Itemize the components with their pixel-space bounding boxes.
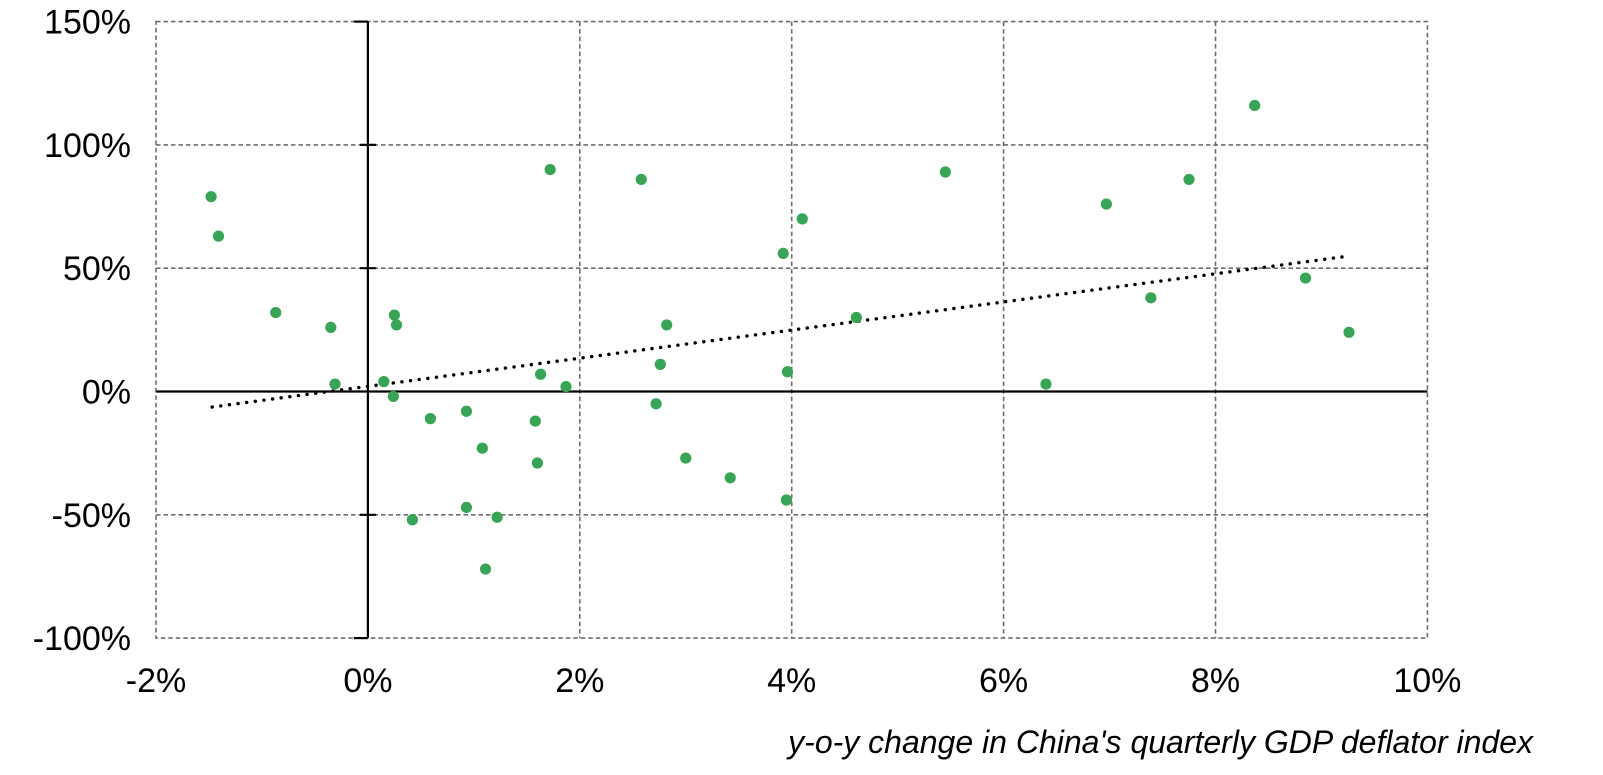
- data-point: [479, 563, 492, 575]
- data-point: [661, 319, 673, 331]
- data-point: [531, 457, 544, 469]
- data-point: [491, 511, 503, 523]
- data-point: [724, 472, 736, 484]
- data-point: [1299, 272, 1312, 284]
- data-point: [390, 319, 403, 331]
- data-point: [476, 442, 488, 454]
- data-point: [1249, 99, 1261, 112]
- data-point: [654, 358, 666, 370]
- data-point: [680, 452, 692, 464]
- x-tick-label: 10%: [1393, 662, 1461, 700]
- data-point: [544, 163, 556, 176]
- y-tick-label: 50%: [63, 250, 131, 288]
- y-tick-label: -100%: [33, 620, 131, 658]
- data-point: [796, 213, 808, 225]
- y-tick-label: -50%: [52, 497, 131, 535]
- data-point: [777, 247, 789, 260]
- x-tick-label: 6%: [979, 662, 1028, 700]
- y-tick-label: 100%: [44, 127, 131, 165]
- x-tick-label: -2%: [126, 662, 186, 700]
- data-point: [1343, 326, 1355, 338]
- data-point: [205, 191, 217, 203]
- data-point: [850, 311, 862, 324]
- data-point: [1145, 292, 1157, 304]
- data-point: [781, 366, 794, 378]
- plot-border: [155, 20, 1429, 639]
- x-tick-label: 0%: [343, 662, 392, 700]
- data-point: [1183, 173, 1195, 186]
- data-point: [325, 321, 337, 333]
- data-point: [534, 368, 547, 380]
- data-point: [529, 415, 541, 427]
- x-tick-label: 4%: [767, 662, 816, 700]
- data-point: [650, 398, 662, 410]
- data-point: [270, 306, 282, 319]
- data-point: [1040, 378, 1052, 390]
- data-point: [329, 378, 341, 390]
- data-point: [406, 514, 418, 526]
- data-point: [1100, 198, 1112, 210]
- data-point: [560, 380, 572, 393]
- x-tick-label: 2%: [555, 662, 604, 700]
- x-axis-title: y-o-y change in China's quarterly GDP de…: [788, 724, 1533, 760]
- y-tick-label: 150%: [44, 4, 131, 42]
- data-point: [460, 405, 473, 417]
- trend-line: [210, 254, 1347, 409]
- data-point: [635, 173, 647, 186]
- x-tick-label: 8%: [1191, 662, 1240, 700]
- data-point: [387, 390, 399, 403]
- data-point: [939, 166, 951, 178]
- data-point: [460, 501, 473, 514]
- y-tick-label: 0%: [82, 374, 131, 412]
- data-point: [780, 494, 793, 506]
- data-point: [212, 230, 225, 242]
- data-point: [424, 413, 437, 425]
- data-point: [388, 309, 400, 321]
- data-point: [378, 376, 390, 388]
